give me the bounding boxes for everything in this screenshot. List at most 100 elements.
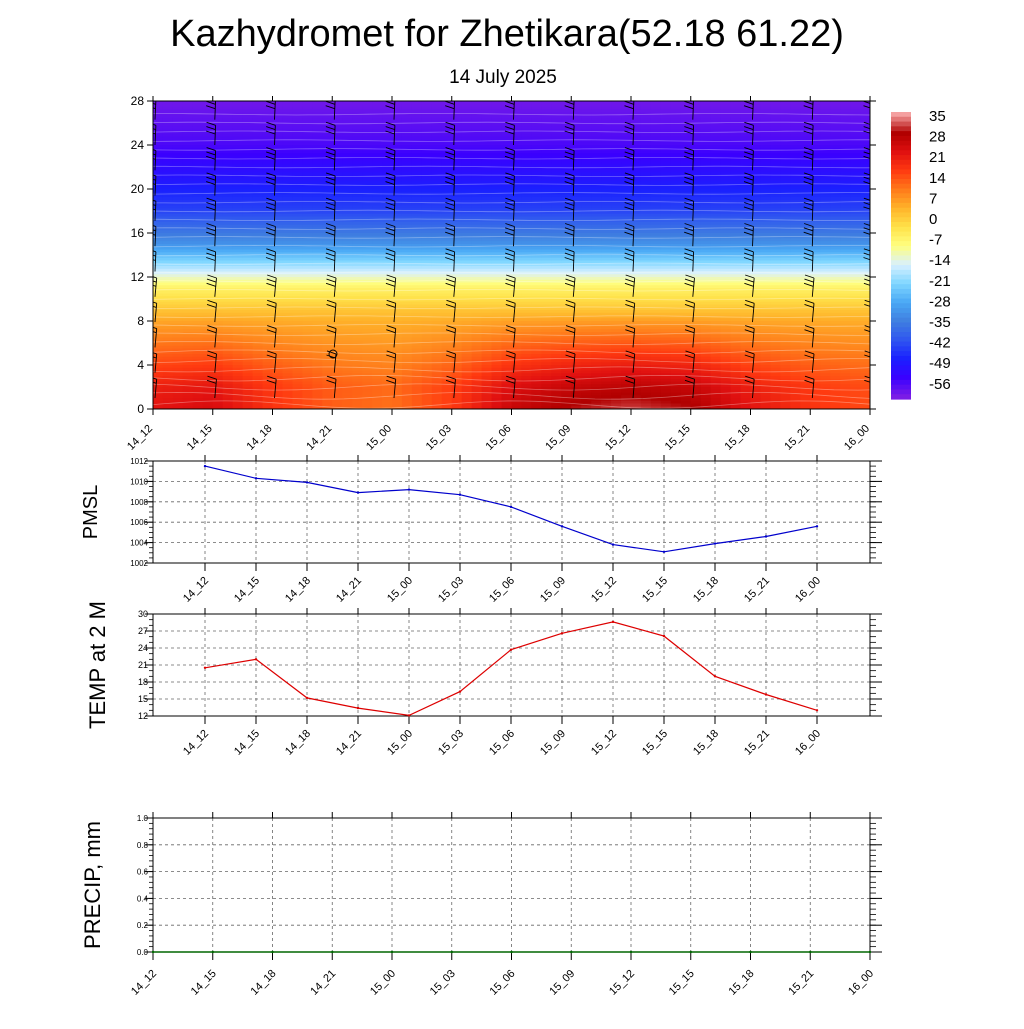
heatmap-cell	[362, 109, 373, 113]
heatmap-cell	[332, 128, 343, 132]
heatmap-cell	[212, 233, 224, 237]
heatmap-cell	[252, 373, 264, 377]
heatmap-cell	[222, 216, 234, 220]
heatmap-cell	[312, 279, 323, 284]
heatmap-cell	[461, 106, 473, 110]
heatmap-cell	[431, 255, 443, 259]
heatmap-cell	[531, 268, 542, 273]
heatmap-cell	[292, 235, 303, 240]
heatmap-cell	[451, 345, 463, 350]
heatmap-cell	[312, 406, 323, 409]
heatmap-cell	[153, 373, 164, 377]
heatmap-cell	[153, 403, 164, 407]
heatmap-cell	[451, 216, 463, 220]
heatmap-cell	[531, 255, 542, 259]
heatmap-cell	[192, 268, 204, 273]
heatmap-cell	[232, 288, 244, 292]
heatmap-cell	[511, 362, 523, 366]
heatmap-cell	[521, 334, 533, 339]
heatmap-cell	[501, 274, 513, 278]
heatmap-cell	[192, 321, 204, 325]
heatmap-cell	[481, 156, 493, 160]
heatmap-cell	[262, 208, 274, 212]
heatmap-cell	[342, 216, 353, 220]
heatmap-cell	[461, 318, 473, 322]
heatmap-cell	[222, 202, 234, 207]
heatmap-cell	[162, 189, 174, 193]
heatmap-cell	[182, 400, 194, 405]
heatmap-cell	[162, 230, 174, 234]
heatmap-cell	[511, 233, 523, 237]
heatmap-cell	[511, 387, 523, 391]
heatmap-cell	[501, 153, 513, 157]
heatmap-cell	[392, 255, 403, 259]
heatmap-cell	[421, 125, 433, 130]
heatmap-cell	[431, 175, 443, 179]
heatmap-cell	[252, 321, 264, 325]
heatmap-cell	[153, 370, 164, 374]
heatmap-cell	[451, 389, 463, 394]
heatmap-cell	[352, 403, 363, 407]
heatmap-cell	[182, 156, 194, 160]
heatmap-cell	[312, 326, 323, 330]
heatmap-cell	[272, 194, 284, 198]
heatmap-cell	[451, 321, 463, 325]
heatmap-cell	[352, 255, 363, 259]
heatmap-cell	[392, 167, 403, 171]
heatmap-cell	[312, 398, 323, 402]
heatmap-cell	[202, 169, 214, 174]
heatmap-cell	[411, 285, 423, 289]
heatmap-cell	[511, 178, 523, 182]
heatmap-cell	[282, 189, 294, 193]
heatmap-cell	[471, 183, 483, 187]
heatmap-cell	[372, 334, 383, 339]
heatmap-cell	[392, 246, 403, 251]
heatmap-cell	[172, 208, 184, 212]
heatmap-cell	[461, 359, 473, 363]
heatmap-cell	[382, 403, 393, 407]
heatmap-cell	[471, 310, 483, 314]
heatmap-cell	[222, 147, 234, 152]
heatmap-cell	[521, 406, 533, 409]
heatmap-cell	[262, 142, 274, 146]
heatmap-cell	[272, 326, 284, 330]
heatmap-cell	[222, 362, 234, 366]
heatmap-cell	[451, 123, 463, 127]
heatmap-cell	[262, 178, 274, 182]
heatmap-cell	[182, 200, 194, 204]
heatmap-cell	[421, 252, 433, 256]
heatmap-cell	[352, 315, 363, 319]
heatmap-cell	[332, 389, 343, 394]
heatmap-cell	[382, 310, 393, 314]
heatmap-cell	[232, 136, 244, 141]
heatmap-cell	[262, 268, 274, 273]
heatmap-cell	[441, 318, 453, 322]
heatmap-cell	[511, 200, 523, 204]
heatmap-cell	[202, 101, 214, 105]
heatmap-cell	[392, 285, 403, 289]
heatmap-cell	[362, 156, 373, 160]
heatmap-cell	[202, 332, 214, 336]
heatmap-cell	[192, 398, 204, 402]
heatmap-cell	[242, 398, 254, 402]
heatmap-cell	[252, 257, 264, 262]
heatmap-cell	[312, 282, 323, 286]
heatmap-cell	[262, 216, 274, 220]
heatmap-cell	[471, 230, 483, 234]
heatmap-cell	[242, 318, 254, 322]
heatmap-cell	[401, 142, 413, 146]
heatmap-cell	[162, 109, 174, 113]
heatmap-cell	[461, 315, 473, 319]
heatmap-cell	[312, 114, 323, 119]
heatmap-cell	[182, 216, 194, 220]
heatmap-cell	[511, 120, 523, 124]
heatmap-cell	[252, 238, 264, 242]
heatmap-cell	[262, 147, 274, 152]
heatmap-cell	[411, 326, 423, 330]
heatmap-cell	[451, 114, 463, 119]
heatmap-cell	[382, 334, 393, 339]
heatmap-cell	[192, 244, 204, 248]
heatmap-cell	[501, 233, 513, 237]
heatmap-cell	[162, 211, 174, 215]
heatmap-cell	[481, 367, 493, 372]
